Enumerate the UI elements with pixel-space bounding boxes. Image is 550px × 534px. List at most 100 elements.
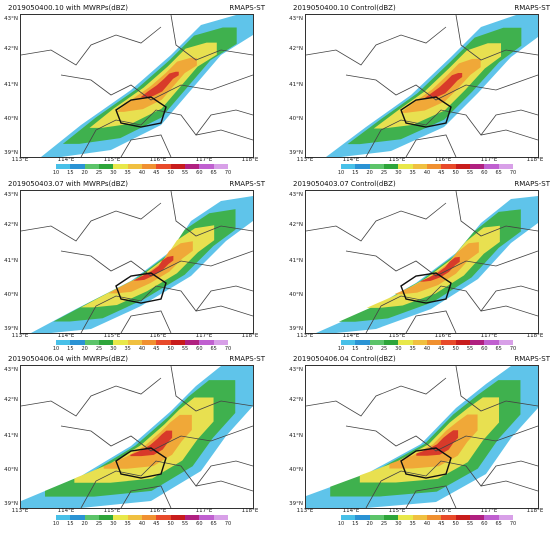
colorbar-label: 20 xyxy=(81,521,88,527)
colorbar-label: 25 xyxy=(380,170,388,176)
colorbar-swatch xyxy=(70,164,85,169)
province-border xyxy=(480,109,538,136)
lon-label: 113°E xyxy=(296,333,314,339)
lat-label: 39°N xyxy=(4,150,18,156)
lon-label: 116°E xyxy=(434,157,452,163)
lon-label: 116°E xyxy=(434,508,452,514)
colorbar-label: 45 xyxy=(438,521,445,527)
colorbar-swatch xyxy=(184,515,200,520)
colorbar-swatch xyxy=(455,515,470,520)
province-border xyxy=(120,310,172,333)
lon-label: 117°E xyxy=(195,508,213,514)
colorbar-swatch xyxy=(156,164,171,169)
lat-label: 42°N xyxy=(289,46,303,52)
colorbar-label: 55 xyxy=(466,170,474,176)
colorbar-label: 30 xyxy=(395,521,402,527)
colorbar-label: 15 xyxy=(352,346,359,352)
colorbar-swatch xyxy=(426,164,442,169)
colorbar-label: 20 xyxy=(81,170,88,176)
colorbar-label: 35 xyxy=(124,521,131,527)
lon-label: 113°E xyxy=(296,508,314,514)
colorbar-swatch xyxy=(141,340,157,345)
province-border xyxy=(80,460,253,508)
panel-title: 2019050406.04 with MWRPs(dBZ) xyxy=(8,355,129,363)
radar-panel: 2019050400.10 with MWRPs(dBZ) RMAPS-ST 43°… xyxy=(0,4,265,176)
colorbar-swatch xyxy=(170,164,185,169)
colorbar-label: 45 xyxy=(153,521,160,527)
lon-label: 115°E xyxy=(388,508,406,514)
panel-title: 2019050400.10 Control(dBZ) xyxy=(293,4,396,12)
colorbar-swatch xyxy=(412,164,427,169)
colorbar-swatch xyxy=(98,340,114,345)
province-border xyxy=(405,485,457,508)
colorbar-label: 15 xyxy=(67,346,74,352)
province-border xyxy=(480,460,538,487)
province-border xyxy=(345,74,538,101)
colorbar-label: 25 xyxy=(380,346,388,352)
province-border xyxy=(60,74,253,101)
province-border xyxy=(480,285,538,312)
lon-label: 114°E xyxy=(57,157,75,163)
province-border xyxy=(365,109,538,157)
lon-label: 114°E xyxy=(342,508,360,514)
colorbar-label: 15 xyxy=(67,170,74,176)
radar-map xyxy=(306,366,538,508)
lon-label: 118°E xyxy=(241,508,259,514)
radar-panel: 2019050400.10 Control(dBZ) RMAPS-ST 43°N 42… xyxy=(285,4,550,176)
radar-map xyxy=(21,191,253,333)
colorbar-swatch xyxy=(70,515,85,520)
colorbar-label: 65 xyxy=(210,521,217,527)
lon-label: 114°E xyxy=(57,333,75,339)
map-frame xyxy=(305,14,539,158)
panel-title: 2019050400.10 with MWRPs(dBZ) xyxy=(8,4,129,12)
colorbar-label: 50 xyxy=(452,346,459,352)
lat-label: 42°N xyxy=(4,46,18,52)
colorbar-swatch xyxy=(184,340,200,345)
radar-panel: 2019050406.04 Control(dBZ) RMAPS-ST 43°N 42… xyxy=(285,355,550,527)
colorbar-labels: 10 15 20 25 30 35 40 45 50 55 60 65 70 xyxy=(338,170,517,176)
colorbar-label: 55 xyxy=(181,170,189,176)
lon-label: 115°E xyxy=(388,157,406,163)
colorbar-swatch xyxy=(170,340,185,345)
province-border xyxy=(170,366,253,412)
colorbar-label: 65 xyxy=(495,346,502,352)
lat-label: 41°N xyxy=(289,433,303,439)
lon-label: 117°E xyxy=(195,333,213,339)
colorbar-label: 15 xyxy=(67,521,74,527)
colorbar-swatch xyxy=(156,340,171,345)
colorbar-label: 55 xyxy=(466,521,474,527)
colorbar-label: 35 xyxy=(124,346,131,352)
lat-label: 40°N xyxy=(4,292,18,298)
colorbar-label: 65 xyxy=(210,170,217,176)
echo-50dbz xyxy=(419,256,460,282)
province-border xyxy=(455,366,538,412)
lat-label: 39°N xyxy=(4,501,18,507)
colorbar-swatch xyxy=(412,515,427,520)
lon-label: 118°E xyxy=(241,157,259,163)
colorbar-swatch xyxy=(484,164,499,169)
colorbar-label: 20 xyxy=(366,521,373,527)
colorbar-label: 20 xyxy=(366,170,373,176)
colorbar-swatch xyxy=(170,515,185,520)
colorbar-label: 10 xyxy=(52,170,60,176)
map-frame xyxy=(20,14,254,158)
colorbar-label: 70 xyxy=(509,170,517,176)
colorbar-swatch xyxy=(156,515,171,520)
lat-label: 43°N xyxy=(4,192,18,198)
province-border xyxy=(60,425,253,452)
province-border xyxy=(455,191,538,237)
beijing-border xyxy=(400,272,452,304)
beijing-border xyxy=(115,96,167,128)
colorbar-swatch xyxy=(355,515,370,520)
map-frame xyxy=(20,365,254,509)
radar-map xyxy=(21,366,253,508)
colorbar-label: 25 xyxy=(95,521,103,527)
model-tag: RMAPS-ST xyxy=(229,4,265,12)
lat-label: 40°N xyxy=(289,116,303,122)
map-frame xyxy=(20,190,254,334)
colorbar-swatch xyxy=(369,164,384,169)
echo-50dbz xyxy=(130,430,173,457)
colorbar-label: 60 xyxy=(481,521,488,527)
province-border xyxy=(170,15,253,61)
colorbar-swatch xyxy=(498,340,513,345)
